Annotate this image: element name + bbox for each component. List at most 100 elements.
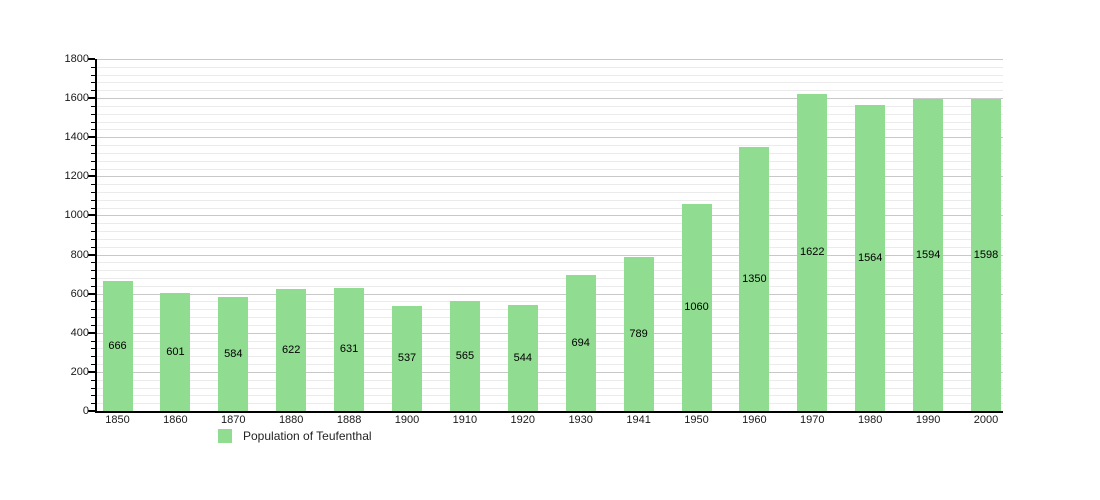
bar [507,304,538,411]
bar-value-label: 666 [108,339,127,352]
y-minor-tick [91,301,95,303]
y-minor-tick [91,191,95,193]
gridline-minor [97,199,1003,201]
gridline-minor [97,356,1003,358]
gridline-minor [97,379,1003,381]
gridline-minor [97,317,1003,319]
y-minor-tick [91,168,95,170]
gridline-minor [97,364,1003,366]
bar [971,98,1001,411]
y-major-tick [88,253,95,256]
gridline-minor [97,160,1003,162]
bar [913,99,944,411]
gridline-minor [97,66,1003,68]
bar-value-label: 601 [166,346,185,359]
x-tick-label: 1970 [800,414,825,426]
y-minor-tick [91,231,95,233]
y-minor-tick [91,160,95,162]
y-tick-label: 1000 [64,209,89,222]
x-tick-label: 1850 [105,414,130,426]
gridline-minor [97,184,1003,186]
y-tick-label: 1800 [64,53,89,65]
gridline-minor [97,348,1003,350]
y-axis-line [95,59,97,411]
bar [102,280,133,411]
y-minor-tick [91,105,95,107]
y-minor-tick [91,379,95,381]
gridline-minor [97,145,1003,147]
gridline-minor [97,262,1003,264]
x-tick-label: 1930 [568,414,593,426]
y-major-tick [88,214,95,217]
y-tick-label: 800 [70,248,89,261]
x-tick-label: 1860 [163,414,188,426]
gridline-minor [97,113,1003,115]
gridline-major [97,176,1003,178]
y-minor-tick [91,113,95,115]
gridline-minor [97,387,1003,389]
y-major-tick [88,136,95,139]
bar [449,300,480,411]
bar [334,287,365,411]
x-axis-line [95,411,1003,413]
y-minor-tick [91,90,95,92]
gridline-minor [97,105,1003,107]
bar-value-label: 584 [224,347,243,360]
y-minor-tick [91,246,95,248]
y-minor-tick [91,356,95,358]
y-minor-tick [91,270,95,272]
plot-area: 666 601 584 622 631 537 565 544 694 789 1060 1350 16… [88,58,1003,413]
x-tick-label: 1980 [857,414,883,426]
gridline-minor [97,207,1003,209]
y-tick-label: 600 [70,287,89,300]
gridline-major [97,137,1003,139]
legend: Population of Teufenthal [218,429,372,443]
gridline-minor [97,246,1003,248]
gridline-major [97,59,1003,60]
bar [276,289,307,411]
gridline-minor [97,324,1003,326]
y-minor-tick [91,129,95,131]
x-tick-label: 1870 [221,414,246,426]
bar-value-label: 544 [513,351,532,364]
gridline-major [97,98,1003,100]
gridline-minor [97,270,1003,272]
x-tick-label: 1960 [742,414,767,426]
bar-value-label: 1060 [684,301,709,314]
bar-value-label: 789 [629,327,648,340]
y-major-tick [88,58,95,60]
bar-value-label: 1594 [915,249,941,262]
bar [855,105,886,411]
bar [681,203,712,411]
y-minor-tick [91,145,95,147]
y-minor-tick [91,82,95,84]
y-major-tick [88,331,95,334]
gridline-minor [97,278,1003,280]
x-tick-label: 1888 [336,414,362,426]
bar-value-label: 1598 [973,248,999,261]
y-tick-label: 0 [82,405,89,417]
gridline-minor [97,403,1003,405]
y-tick-label: 400 [70,326,89,339]
gridline-minor [97,285,1003,287]
x-tick-label: 1900 [394,414,420,426]
y-minor-tick [91,285,95,287]
y-tick-label: 200 [70,365,89,378]
y-minor-tick [91,207,95,209]
y-major-tick [88,175,95,178]
gridline-minor [97,231,1003,233]
bar [160,293,191,411]
bar-value-label: 1622 [800,246,825,259]
y-minor-tick [91,387,95,389]
gridline-minor [97,74,1003,76]
gridline-minor [97,223,1003,225]
bar-value-label: 1350 [742,273,767,285]
y-major-tick [88,410,95,412]
y-minor-tick [91,199,95,201]
bar [797,93,828,411]
x-tick-label: 1941 [626,414,651,426]
gridline-minor [97,82,1003,84]
bar-value-label: 565 [455,349,475,362]
bar-value-label: 694 [571,337,590,350]
